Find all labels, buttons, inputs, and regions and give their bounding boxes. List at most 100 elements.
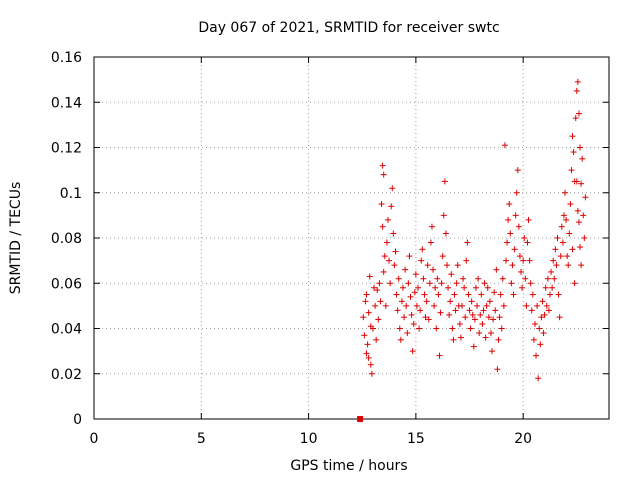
data-point: [550, 257, 557, 264]
data-point: [378, 201, 385, 208]
data-point: [509, 262, 516, 269]
data-point: [443, 262, 450, 269]
data-point: [422, 314, 429, 321]
data-point: [483, 302, 490, 309]
data-point: [449, 325, 456, 332]
data-point: [556, 314, 563, 321]
data-point: [520, 257, 527, 264]
data-point: [402, 266, 409, 273]
data-point: [486, 298, 493, 305]
data-point: [533, 352, 540, 359]
data-point: [492, 307, 499, 314]
data-point: [542, 284, 549, 291]
data-point: [391, 262, 398, 269]
data-point: [519, 284, 526, 291]
y-tick-label: 0.1: [60, 186, 82, 202]
data-point: [453, 280, 460, 287]
data-point: [515, 223, 522, 230]
data-point: [441, 178, 448, 185]
data-point: [493, 266, 500, 273]
data-point: [372, 302, 379, 309]
data-point: [431, 302, 438, 309]
data-point: [524, 239, 531, 246]
data-point: [410, 320, 417, 327]
data-point: [381, 253, 388, 260]
data-point: [511, 246, 518, 253]
data-point: [570, 149, 577, 156]
data-point: [361, 332, 368, 339]
y-tick-label: 0.14: [51, 95, 82, 111]
data-point: [423, 298, 430, 305]
data-point: [472, 284, 479, 291]
data-point: [540, 330, 547, 337]
data-point: [465, 291, 472, 298]
data-point: [439, 253, 446, 260]
data-point: [581, 235, 588, 241]
data-point: [577, 244, 584, 251]
data-point: [442, 230, 449, 237]
data-point: [403, 302, 410, 309]
data-point: [573, 87, 580, 94]
data-point: [360, 314, 367, 321]
data-point: [400, 284, 406, 291]
data-point: [484, 284, 491, 291]
data-point: [475, 275, 482, 282]
data-point: [386, 257, 393, 264]
data-point: [379, 162, 386, 169]
data-point: [397, 336, 404, 343]
data-point: [367, 361, 374, 368]
x-tick-label: 0: [90, 431, 99, 447]
data-point: [421, 291, 428, 298]
data-point: [485, 314, 492, 321]
data-point: [535, 375, 542, 382]
data-point: [367, 323, 374, 330]
data-point: [426, 280, 433, 287]
data-point: [427, 239, 434, 246]
chart-title: Day 067 of 2021, SRMTID for receiver swt…: [198, 20, 499, 36]
data-point: [364, 341, 371, 348]
data-point: [390, 230, 397, 237]
data-point: [577, 144, 584, 151]
data-point: [377, 298, 384, 305]
data-point: [366, 273, 373, 280]
data-point: [578, 262, 585, 269]
data-point: [447, 298, 454, 305]
data-point: [383, 239, 390, 246]
data-point: [406, 253, 413, 260]
data-point: [401, 314, 408, 321]
data-point: [569, 246, 576, 253]
x-tick-label: 15: [407, 431, 425, 447]
data-point: [552, 246, 559, 253]
data-point: [363, 291, 370, 298]
data-point: [507, 230, 514, 237]
data-point: [539, 298, 546, 305]
data-point: [380, 171, 387, 178]
data-point: [436, 352, 443, 359]
data-point: [496, 314, 503, 321]
data-point: [554, 235, 561, 241]
data-point: [487, 330, 494, 337]
data-point: [368, 370, 375, 377]
data-point: [479, 320, 486, 327]
data-point: [489, 348, 496, 355]
data-point: [534, 302, 541, 309]
data-point: [495, 336, 502, 343]
y-tick-label: 0.12: [51, 141, 82, 157]
data-point: [523, 302, 530, 309]
data-point: [418, 257, 425, 264]
data-point: [518, 268, 525, 275]
data-point: [365, 309, 372, 316]
data-point: [491, 289, 498, 296]
data-point: [522, 275, 529, 282]
x-axis-label: GPS time / hours: [290, 458, 407, 474]
plot-frame: [93, 56, 610, 420]
data-point: [548, 268, 555, 275]
data-point: [503, 257, 509, 264]
data-point: [460, 275, 467, 282]
data-point: [572, 115, 579, 122]
data-point: [435, 291, 442, 298]
data-point: [373, 336, 380, 343]
data-point: [451, 291, 458, 298]
data-point: [468, 298, 475, 305]
data-point: [558, 223, 565, 230]
